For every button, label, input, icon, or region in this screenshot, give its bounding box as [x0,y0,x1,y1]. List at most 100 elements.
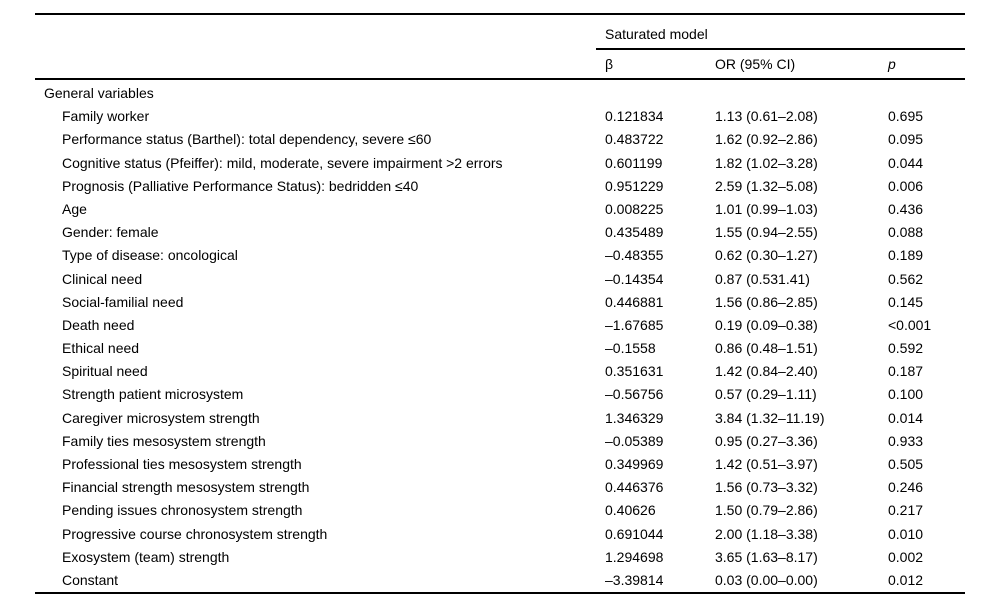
row-beta-value: –0.56756 [605,386,664,403]
table-row: Pending issues chronosystem strength 0.4… [35,499,965,522]
row-p-value: 0.187 [888,363,924,380]
row-or-ci-value: 0.03 (0.00–0.00) [715,571,818,588]
row-label: Progressive course chronosystem strength [62,525,328,542]
row-p-value: 0.014 [888,409,924,426]
row-beta-value: –0.1558 [605,340,656,357]
row-beta-value: –3.39814 [605,571,664,588]
row-or-ci-value: 0.95 (0.27–3.36) [715,432,818,449]
table-row: Strength patient microsystem –0.56756 0.… [35,383,965,406]
group-header-row: General variables [35,82,965,105]
table-row: Ethical need –0.1558 0.86 (0.48–1.51) 0.… [35,337,965,360]
row-or-ci-value: 1.13 (0.61–2.08) [715,108,818,125]
row-beta-value: 0.446881 [605,293,664,310]
row-label: Exosystem (team) strength [62,548,230,565]
row-label: Prognosis (Palliative Performance Status… [62,177,419,194]
group-header-label: General variables [44,85,154,101]
table-header: Saturated model β OR (95% CI) p [35,15,965,78]
row-label: Social-familial need [62,293,184,310]
row-beta-value: –0.05389 [605,432,664,449]
row-beta-value: –1.67685 [605,316,664,333]
row-p-value: 0.100 [888,386,924,403]
row-label: Gender: female [62,224,159,241]
regression-table: Saturated model β OR (95% CI) p General … [35,13,965,595]
row-beta-value: 1.346329 [605,409,664,426]
row-or-ci-value: 0.87 (0.531.41) [715,270,810,287]
row-beta-value: –0.48355 [605,247,664,264]
row-p-value: <0.001 [888,316,932,333]
row-or-ci-value: 1.42 (0.51–3.97) [715,456,818,472]
row-p-value: 0.562 [888,270,924,287]
spanner-rule [596,48,965,50]
table-row: Cognitive status (Pfeiffer): mild, moder… [35,152,965,175]
column-header-or: OR (95% CI) [715,56,796,72]
spanner-title: Saturated model [605,26,708,42]
row-p-value: 0.044 [888,154,924,171]
table-row: Spiritual need 0.351631 1.42 (0.84–2.40)… [35,360,965,383]
table-row: Family ties mesosystem strength –0.05389… [35,430,965,453]
row-beta-value: 0.435489 [605,224,664,241]
empty-cell [888,82,965,105]
empty-cell [605,82,715,105]
row-or-ci-value: 2.59 (1.32–5.08) [715,177,818,194]
row-or-ci-value: 1.56 (0.73–3.32) [715,479,818,496]
row-p-value: 0.189 [888,247,924,264]
row-p-value: 0.592 [888,340,924,357]
row-or-ci-value: 1.55 (0.94–2.55) [715,224,818,241]
column-header-row: β OR (95% CI) p [605,50,965,78]
table-row: Exosystem (team) strength 1.294698 3.65 … [35,546,965,569]
row-label: Cognitive status (Pfeiffer): mild, moder… [62,154,503,171]
row-label: Caregiver microsystem strength [62,409,260,426]
table-top-rule [35,13,965,15]
row-or-ci-value: 3.84 (1.32–11.19) [715,409,825,426]
row-or-ci-value: 3.65 (1.63–8.17) [715,548,818,565]
row-beta-value: 0.446376 [605,479,664,496]
row-label: Strength patient microsystem [62,386,244,403]
row-p-value: 0.436 [888,200,924,217]
row-label: Clinical need [62,270,143,287]
table-row: Family worker 0.121834 1.13 (0.61–2.08) … [35,105,965,128]
row-beta-value: 0.601199 [605,154,663,171]
row-p-value: 0.695 [888,108,924,125]
row-p-value: 0.002 [888,548,924,565]
column-header-p: p [888,56,896,72]
row-label: Performance status (Barthel): total depe… [62,131,432,148]
row-label: Professional ties mesosystem strength [62,456,302,472]
table-row: Performance status (Barthel): total depe… [35,128,965,151]
row-label: Death need [62,316,135,333]
row-beta-value: 0.349969 [605,456,664,472]
table-row: Clinical need –0.14354 0.87 (0.531.41) 0… [35,268,965,291]
row-or-ci-value: 0.86 (0.48–1.51) [715,340,818,357]
row-label: Family worker [62,108,150,125]
row-beta-value: 0.121834 [605,108,664,125]
empty-cell [715,82,888,105]
row-or-ci-value: 1.82 (1.02–3.28) [715,154,818,171]
row-p-value: 0.012 [888,571,924,588]
row-beta-value: 0.951229 [605,177,664,194]
row-p-value: 0.933 [888,432,924,449]
row-p-value: 0.145 [888,293,924,310]
row-beta-value: 0.351631 [605,363,664,380]
row-p-value: 0.217 [888,502,924,519]
row-p-value: 0.006 [888,177,924,194]
row-label: Family ties mesosystem strength [62,432,266,449]
row-or-ci-value: 0.19 (0.09–0.38) [715,316,818,333]
table-row: Progressive course chronosystem strength… [35,523,965,546]
row-or-ci-value: 1.01 (0.99–1.03) [715,200,818,217]
row-p-value: 0.088 [888,224,924,241]
table-row: Constant –3.39814 0.03 (0.00–0.00) 0.012 [35,569,965,592]
table-row: Financial strength mesosystem strength 0… [35,476,965,499]
table-row: Age 0.008225 1.01 (0.99–1.03) 0.436 [35,198,965,221]
row-label: Spiritual need [62,363,148,380]
row-beta-value: 0.40626 [605,502,656,519]
table-row: Prognosis (Palliative Performance Status… [35,175,965,198]
row-or-ci-value: 1.56 (0.86–2.85) [715,293,818,310]
row-beta-value: 0.008225 [605,200,664,217]
row-or-ci-value: 1.42 (0.84–2.40) [715,363,818,380]
row-label: Pending issues chronosystem strength [62,502,303,519]
row-beta-value: 1.294698 [605,548,664,565]
table-body: General variables Family worker 0.121834… [35,80,965,592]
table-row: Caregiver microsystem strength 1.346329 … [35,407,965,430]
row-label: Constant [62,571,119,588]
table-row: Type of disease: oncological –0.48355 0.… [35,244,965,267]
row-label: Ethical need [62,340,140,357]
